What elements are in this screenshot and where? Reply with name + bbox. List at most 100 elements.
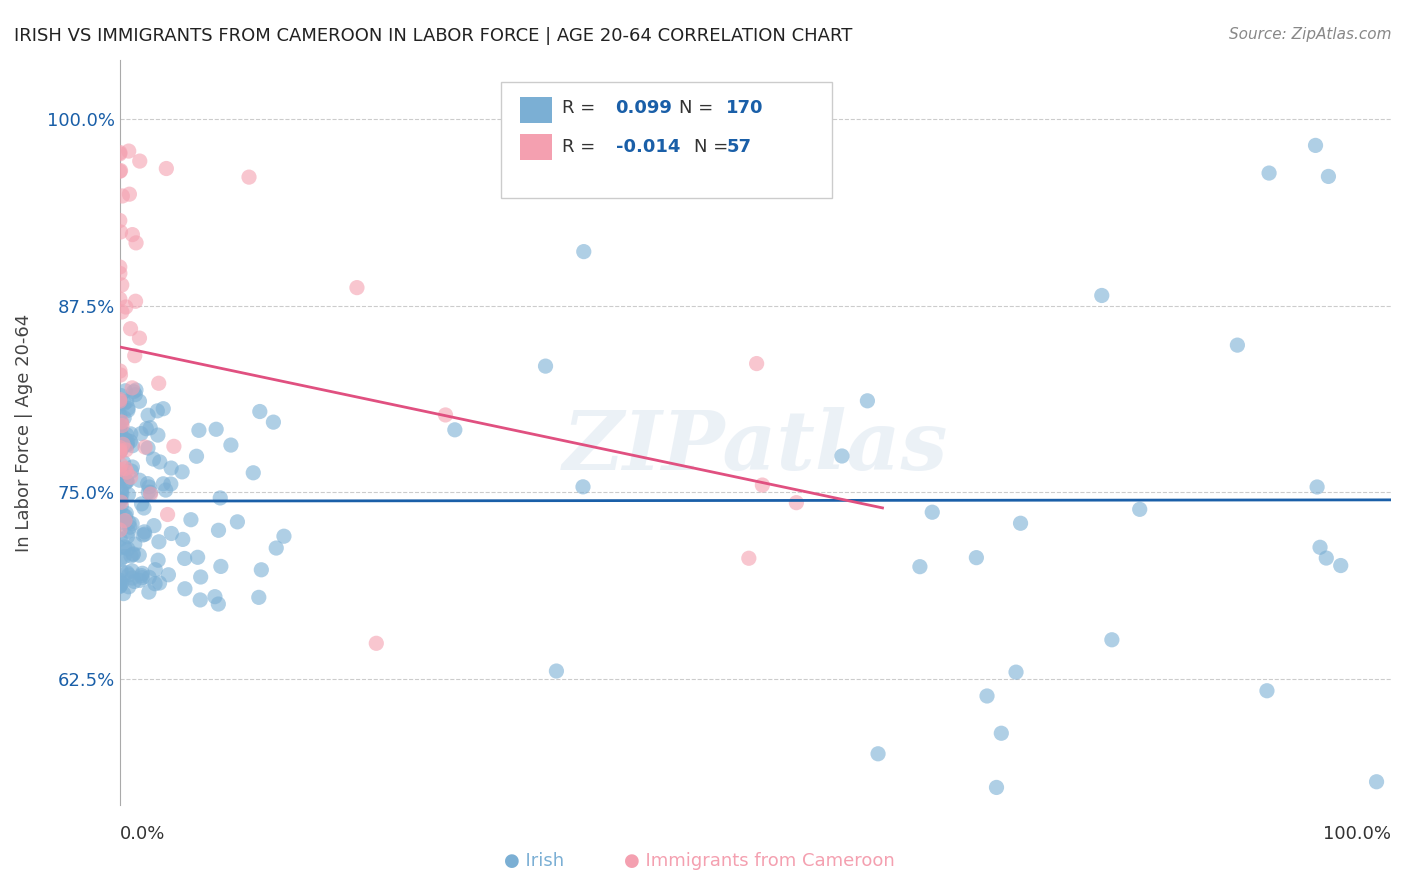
Point bbox=[146, 428, 169, 442]
Point bbox=[110, 458, 132, 472]
FancyBboxPatch shape bbox=[520, 97, 553, 123]
Point bbox=[108, 579, 131, 593]
Point bbox=[1306, 480, 1329, 494]
Point bbox=[921, 505, 943, 519]
Text: 0.099: 0.099 bbox=[616, 99, 672, 117]
Text: 0.0%: 0.0% bbox=[120, 825, 165, 843]
Point bbox=[110, 163, 132, 178]
Point bbox=[156, 508, 179, 522]
Point bbox=[122, 547, 145, 561]
Point bbox=[187, 550, 209, 565]
Point bbox=[572, 480, 595, 494]
Point bbox=[139, 487, 162, 501]
Point bbox=[138, 570, 160, 584]
Point bbox=[219, 438, 242, 452]
Point bbox=[242, 466, 264, 480]
Point bbox=[209, 559, 232, 574]
Point bbox=[134, 524, 156, 539]
Point bbox=[207, 524, 229, 538]
Point bbox=[122, 548, 145, 562]
Point bbox=[110, 368, 132, 382]
Point bbox=[117, 438, 139, 452]
Point bbox=[108, 260, 131, 274]
Point bbox=[163, 439, 186, 453]
Point bbox=[128, 574, 150, 588]
Point bbox=[1365, 774, 1388, 789]
Text: IRISH VS IMMIGRANTS FROM CAMEROON IN LABOR FORCE | AGE 20-64 CORRELATION CHART: IRISH VS IMMIGRANTS FROM CAMEROON IN LAB… bbox=[14, 27, 852, 45]
Point bbox=[114, 540, 136, 554]
Point bbox=[136, 441, 159, 455]
Point bbox=[110, 564, 132, 578]
Point bbox=[110, 443, 132, 458]
Point bbox=[125, 383, 148, 397]
Point bbox=[108, 164, 131, 178]
Text: -0.014: -0.014 bbox=[616, 138, 681, 156]
Point bbox=[108, 441, 131, 455]
Point bbox=[160, 461, 183, 475]
Text: ● Immigrants from Cameroon: ● Immigrants from Cameroon bbox=[624, 852, 894, 870]
Point bbox=[124, 387, 146, 401]
Point bbox=[155, 483, 177, 497]
Point bbox=[112, 456, 135, 470]
Point bbox=[118, 144, 141, 158]
Point bbox=[443, 423, 465, 437]
Point bbox=[187, 423, 209, 437]
Point bbox=[110, 426, 132, 441]
Point bbox=[534, 359, 557, 373]
Point bbox=[146, 553, 169, 567]
Point bbox=[108, 364, 131, 378]
FancyBboxPatch shape bbox=[501, 82, 832, 198]
Point bbox=[1101, 632, 1123, 647]
Text: N =: N = bbox=[679, 99, 713, 117]
Point bbox=[273, 529, 295, 543]
Point bbox=[142, 452, 165, 467]
Point bbox=[115, 437, 138, 451]
Point bbox=[131, 568, 153, 582]
Point bbox=[112, 396, 135, 410]
Point bbox=[117, 403, 139, 417]
Point bbox=[110, 396, 132, 410]
Point bbox=[120, 434, 142, 449]
Point bbox=[159, 477, 181, 491]
Text: 100.0%: 100.0% bbox=[1323, 825, 1391, 843]
Point bbox=[121, 381, 143, 395]
Point bbox=[1305, 138, 1327, 153]
Point bbox=[110, 495, 132, 509]
Point bbox=[111, 487, 134, 501]
Point bbox=[128, 394, 150, 409]
Point bbox=[111, 576, 134, 591]
Point bbox=[205, 422, 228, 436]
Point bbox=[112, 469, 135, 483]
Point bbox=[125, 235, 148, 250]
Point bbox=[831, 449, 853, 463]
Point bbox=[121, 571, 143, 585]
Point bbox=[121, 439, 143, 453]
Point bbox=[114, 514, 136, 528]
Point bbox=[136, 409, 159, 423]
Point bbox=[745, 357, 768, 371]
Point bbox=[136, 485, 159, 500]
Point bbox=[108, 552, 131, 566]
Point bbox=[204, 590, 226, 604]
Point bbox=[112, 549, 135, 564]
Point bbox=[148, 576, 170, 591]
Point bbox=[120, 426, 142, 441]
Point bbox=[118, 187, 141, 202]
Point bbox=[149, 455, 172, 469]
Text: 170: 170 bbox=[725, 99, 763, 117]
Text: ● Irish: ● Irish bbox=[505, 852, 564, 870]
Point bbox=[112, 508, 135, 522]
Point bbox=[122, 384, 145, 399]
Point bbox=[129, 426, 152, 441]
Point bbox=[188, 593, 211, 607]
Text: ZIPatlas: ZIPatlas bbox=[562, 408, 948, 487]
Point bbox=[115, 474, 138, 488]
Point bbox=[108, 409, 131, 423]
Point bbox=[117, 434, 139, 448]
Point bbox=[111, 277, 134, 292]
Point bbox=[152, 476, 174, 491]
Text: R =: R = bbox=[562, 138, 595, 156]
Point bbox=[121, 564, 143, 578]
Point bbox=[108, 418, 131, 433]
Point bbox=[114, 475, 136, 490]
